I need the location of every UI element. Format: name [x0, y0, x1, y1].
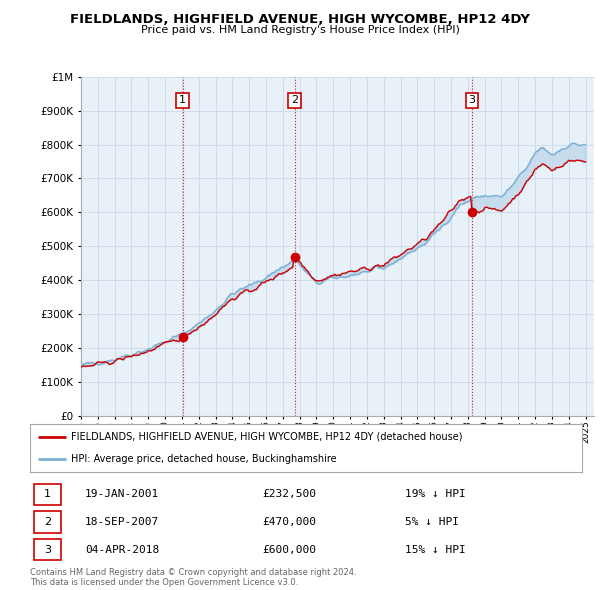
Text: 5% ↓ HPI: 5% ↓ HPI	[406, 517, 460, 527]
Text: 1: 1	[44, 489, 51, 499]
Text: £600,000: £600,000	[262, 545, 316, 555]
Text: 2: 2	[44, 517, 51, 527]
Text: 19-JAN-2001: 19-JAN-2001	[85, 489, 160, 499]
Text: HPI: Average price, detached house, Buckinghamshire: HPI: Average price, detached house, Buck…	[71, 454, 337, 464]
Text: 19% ↓ HPI: 19% ↓ HPI	[406, 489, 466, 499]
Text: FIELDLANDS, HIGHFIELD AVENUE, HIGH WYCOMBE, HP12 4DY (detached house): FIELDLANDS, HIGHFIELD AVENUE, HIGH WYCOM…	[71, 432, 463, 442]
FancyBboxPatch shape	[34, 539, 61, 560]
Text: £470,000: £470,000	[262, 517, 316, 527]
Text: This data is licensed under the Open Government Licence v3.0.: This data is licensed under the Open Gov…	[30, 578, 298, 587]
Text: Contains HM Land Registry data © Crown copyright and database right 2024.: Contains HM Land Registry data © Crown c…	[30, 568, 356, 576]
Text: £232,500: £232,500	[262, 489, 316, 499]
FancyBboxPatch shape	[34, 512, 61, 533]
Text: 04-APR-2018: 04-APR-2018	[85, 545, 160, 555]
FancyBboxPatch shape	[34, 484, 61, 504]
Text: 3: 3	[44, 545, 51, 555]
Text: 15% ↓ HPI: 15% ↓ HPI	[406, 545, 466, 555]
Text: 18-SEP-2007: 18-SEP-2007	[85, 517, 160, 527]
Text: 3: 3	[469, 96, 476, 106]
Text: Price paid vs. HM Land Registry's House Price Index (HPI): Price paid vs. HM Land Registry's House …	[140, 25, 460, 35]
Text: FIELDLANDS, HIGHFIELD AVENUE, HIGH WYCOMBE, HP12 4DY: FIELDLANDS, HIGHFIELD AVENUE, HIGH WYCOM…	[70, 13, 530, 26]
Text: 2: 2	[291, 96, 298, 106]
Text: 1: 1	[179, 96, 186, 106]
